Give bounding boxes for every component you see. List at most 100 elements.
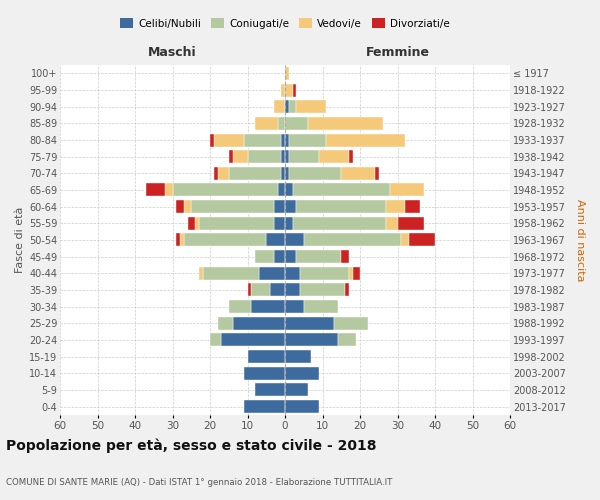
- Bar: [296, 100, 326, 113]
- Bar: [289, 100, 296, 113]
- Bar: [266, 234, 285, 246]
- Bar: [285, 400, 319, 413]
- Bar: [248, 284, 251, 296]
- Bar: [319, 150, 349, 163]
- Bar: [214, 134, 244, 146]
- Bar: [248, 350, 285, 363]
- Bar: [255, 250, 274, 263]
- Bar: [199, 217, 274, 230]
- Bar: [251, 284, 270, 296]
- Bar: [300, 267, 349, 280]
- Text: Popolazione per età, sesso e stato civile - 2018: Popolazione per età, sesso e stato civil…: [6, 438, 377, 453]
- Text: COMUNE DI SANTE MARIE (AQ) - Dati ISTAT 1° gennaio 2018 - Elaborazione TUTTITALI: COMUNE DI SANTE MARIE (AQ) - Dati ISTAT …: [6, 478, 392, 487]
- Bar: [173, 184, 277, 196]
- Bar: [199, 267, 203, 280]
- Bar: [285, 367, 319, 380]
- Bar: [187, 217, 195, 230]
- Y-axis label: Fasce di età: Fasce di età: [14, 207, 25, 273]
- Bar: [281, 134, 285, 146]
- Bar: [293, 217, 386, 230]
- Bar: [210, 134, 214, 146]
- Bar: [191, 200, 274, 213]
- Bar: [214, 167, 218, 180]
- Bar: [285, 117, 308, 130]
- Bar: [345, 284, 349, 296]
- Bar: [326, 134, 405, 146]
- Bar: [184, 200, 191, 213]
- Bar: [285, 350, 311, 363]
- Bar: [289, 167, 341, 180]
- Bar: [285, 250, 296, 263]
- Bar: [274, 100, 285, 113]
- Bar: [176, 200, 184, 213]
- Bar: [341, 250, 349, 263]
- Bar: [176, 234, 180, 246]
- Bar: [398, 217, 424, 230]
- Y-axis label: Anni di nascita: Anni di nascita: [575, 198, 585, 281]
- Text: Maschi: Maschi: [148, 46, 197, 59]
- Bar: [259, 267, 285, 280]
- Bar: [180, 234, 184, 246]
- Bar: [210, 334, 221, 346]
- Bar: [277, 184, 285, 196]
- Bar: [285, 317, 334, 330]
- Bar: [229, 167, 281, 180]
- Bar: [296, 200, 386, 213]
- Bar: [308, 117, 383, 130]
- Bar: [244, 134, 281, 146]
- Bar: [285, 184, 293, 196]
- Bar: [349, 267, 353, 280]
- Bar: [285, 384, 308, 396]
- Bar: [274, 200, 285, 213]
- Bar: [285, 300, 304, 313]
- Legend: Celibi/Nubili, Coniugati/e, Vedovi/e, Divorziati/e: Celibi/Nubili, Coniugati/e, Vedovi/e, Di…: [116, 14, 454, 33]
- Bar: [274, 217, 285, 230]
- Bar: [285, 334, 337, 346]
- Bar: [293, 84, 296, 96]
- Bar: [289, 150, 319, 163]
- Bar: [334, 317, 367, 330]
- Bar: [270, 284, 285, 296]
- Bar: [184, 234, 266, 246]
- Bar: [409, 234, 435, 246]
- Bar: [221, 334, 285, 346]
- Bar: [195, 217, 199, 230]
- Bar: [285, 267, 300, 280]
- Bar: [349, 150, 353, 163]
- Bar: [233, 317, 285, 330]
- Bar: [285, 84, 293, 96]
- Bar: [300, 284, 345, 296]
- Bar: [229, 150, 233, 163]
- Bar: [248, 150, 281, 163]
- Bar: [274, 250, 285, 263]
- Bar: [390, 184, 424, 196]
- Bar: [233, 150, 248, 163]
- Bar: [289, 134, 326, 146]
- Bar: [281, 84, 285, 96]
- Bar: [218, 317, 233, 330]
- Bar: [218, 167, 229, 180]
- Bar: [285, 217, 293, 230]
- Bar: [285, 100, 289, 113]
- Bar: [285, 150, 289, 163]
- Bar: [304, 300, 337, 313]
- Bar: [293, 184, 390, 196]
- Bar: [165, 184, 173, 196]
- Bar: [281, 150, 285, 163]
- Bar: [285, 284, 300, 296]
- Bar: [285, 67, 289, 80]
- Bar: [353, 267, 360, 280]
- Bar: [405, 200, 420, 213]
- Bar: [386, 217, 398, 230]
- Bar: [251, 300, 285, 313]
- Bar: [375, 167, 379, 180]
- Bar: [285, 234, 304, 246]
- Bar: [285, 200, 296, 213]
- Bar: [146, 184, 165, 196]
- Bar: [255, 384, 285, 396]
- Bar: [337, 334, 356, 346]
- Bar: [296, 250, 341, 263]
- Bar: [281, 167, 285, 180]
- Text: Femmine: Femmine: [365, 46, 430, 59]
- Bar: [304, 234, 401, 246]
